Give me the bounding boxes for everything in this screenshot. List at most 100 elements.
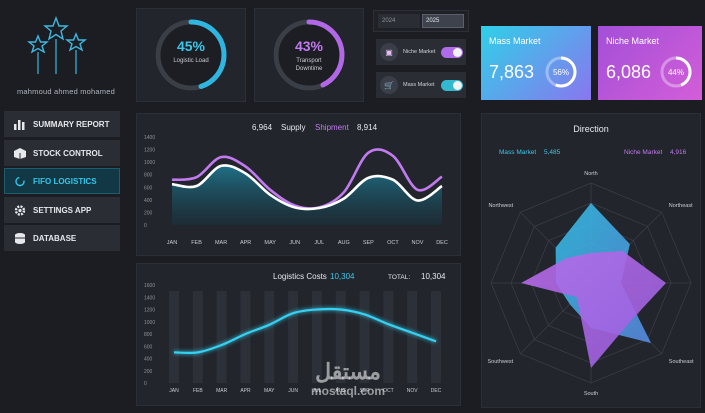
- x-tick-label: APR: [240, 388, 251, 394]
- x-tick-label: SEP: [363, 240, 374, 246]
- y-tick-label: 600: [144, 344, 153, 350]
- x-tick-label: AUG: [338, 240, 350, 246]
- menu-item-fifo-logistics[interactable]: FIFO LOGISTICS: [4, 168, 120, 194]
- y-tick-label: 800: [144, 332, 153, 338]
- x-tick-label: MAR: [215, 240, 227, 246]
- ring-percent: 44%: [668, 68, 684, 77]
- supply-value: 6,964: [252, 123, 273, 132]
- radar-axis-label: Southwest: [488, 359, 514, 365]
- shipment-value: 8,914: [357, 123, 378, 132]
- costs-title: Logistics Costs: [273, 272, 327, 281]
- y-tick-label: 0: [144, 223, 147, 229]
- mass-market-ring: 56%: [545, 56, 577, 88]
- x-tick-label: FEB: [193, 388, 203, 394]
- supply-area: [172, 165, 442, 225]
- menu-label: SETTINGS APP: [33, 205, 92, 215]
- x-tick-label: APR: [240, 240, 251, 246]
- radar-axis-label: Northeast: [669, 203, 693, 209]
- supply-line: [171, 164, 443, 211]
- gauge-card-transport-downtime: 43% Transport Downtime: [254, 8, 364, 102]
- logistics-costs-chart: Logistics Costs 10,304 TOTAL: 10,304 160…: [144, 272, 446, 394]
- transport-downtime-gauge: [273, 19, 345, 91]
- x-tick-label: AUG: [335, 388, 346, 394]
- bar-column: [407, 291, 418, 383]
- x-tick-label: JUL: [312, 388, 321, 394]
- watermark: مستقل mostaql.com: [288, 360, 408, 408]
- y-tick-label: 1400: [144, 295, 155, 301]
- y-tick-label: 1600: [144, 283, 155, 289]
- menu-item-settings-app[interactable]: SETTINGS APP: [4, 197, 120, 223]
- x-tick-label: DEC: [431, 388, 442, 394]
- brand-name: mahmoud ahmed mohamed: [16, 87, 115, 96]
- radar-axis-label: Southeast: [669, 359, 694, 365]
- menu-item-database[interactable]: DATABASE: [4, 225, 120, 251]
- x-tick-label: MAY: [264, 388, 275, 394]
- direction-card: Direction Mass Market 5,485 Niche Market…: [481, 113, 701, 408]
- niche-legend-value: 4,916: [670, 149, 687, 156]
- x-tick-label: MAY: [264, 240, 276, 246]
- y-tick-label: 1200: [144, 308, 155, 314]
- y-tick-label: 600: [144, 185, 153, 191]
- bar-column: [216, 291, 227, 383]
- card-title: Mass Market: [489, 36, 541, 46]
- x-tick-label: OCT: [387, 240, 399, 246]
- menu-label: STOCK CONTROL: [33, 148, 103, 158]
- box-icon: [14, 147, 26, 159]
- radar-axis-label: South: [584, 391, 598, 397]
- ring-percent: 56%: [553, 68, 569, 77]
- year-2024-button[interactable]: 2024: [378, 14, 420, 28]
- menu-item-stock-control[interactable]: STOCK CONTROL: [4, 140, 120, 166]
- costs-value: 10,304: [330, 272, 355, 281]
- card-value: 6,086: [606, 62, 652, 82]
- bar-column: [383, 291, 394, 383]
- shipment-label: Shipment: [315, 123, 350, 132]
- x-tick-label: FEB: [191, 240, 202, 246]
- y-tick-label: 1000: [144, 320, 155, 326]
- x-tick-label: NOV: [411, 240, 423, 246]
- gauge-card-logistic-load: 45% Logistic Load: [136, 8, 246, 102]
- toggle-mass-market[interactable]: 🛒 Mass Market: [376, 72, 466, 98]
- niche-market-ring: 44%: [660, 56, 692, 88]
- x-tick-label: JUN: [288, 388, 298, 394]
- mass-legend-value: 5,485: [544, 149, 561, 156]
- gauge-percent: 45%: [176, 38, 206, 54]
- bar-column: [335, 291, 346, 383]
- card-title: Niche Market: [606, 36, 660, 46]
- mass-market-card: Mass Market 7,863 56%: [481, 26, 591, 100]
- bar-column: [311, 291, 322, 383]
- mass-market-switch[interactable]: [441, 79, 463, 91]
- x-tick-label: MAR: [216, 388, 228, 394]
- niche-market-radar-area: [521, 251, 666, 368]
- toggle-niche-market[interactable]: ▣ Niche Market: [376, 39, 466, 65]
- x-tick-label: JUL: [314, 240, 324, 246]
- stars-logo-icon: [27, 16, 87, 74]
- menu-label: DATABASE: [33, 233, 77, 243]
- logistics-costs-card: Logistics Costs 10,304 TOTAL: 10,304 160…: [136, 263, 461, 406]
- menu-item-summary-report[interactable]: SUMMARY REPORT: [4, 111, 120, 137]
- gear-icon: [14, 204, 26, 216]
- y-tick-label: 400: [144, 198, 153, 204]
- x-tick-label: JAN: [169, 388, 179, 394]
- y-tick-label: 0: [144, 381, 147, 387]
- gauge-percent: 43%: [294, 38, 324, 54]
- x-tick-label: JUN: [289, 240, 300, 246]
- y-tick-label: 400: [144, 357, 153, 363]
- x-tick-label: JAN: [167, 240, 177, 246]
- supply-shipment-card: 6,964 Supply Shipment 8,914 1400 1200 1000…: [136, 113, 461, 256]
- bar-column: [192, 291, 203, 383]
- x-tick-label: NOV: [407, 388, 419, 394]
- gauge-label-line2: Downtime: [295, 66, 323, 72]
- direction-radar-chart: Direction Mass Market 5,485 Niche Market…: [481, 124, 694, 397]
- x-tick-label: OCT: [383, 388, 394, 394]
- y-tick-label: 1200: [144, 148, 155, 154]
- year-2025-button[interactable]: 2025: [422, 14, 464, 28]
- store-icon: ▣: [380, 43, 398, 61]
- total-label: TOTAL:: [388, 274, 410, 281]
- niche-market-switch[interactable]: [441, 46, 463, 58]
- y-tick-label: 200: [144, 369, 153, 375]
- menu-label: FIFO LOGISTICS: [33, 176, 97, 186]
- y-tick-label: 1000: [144, 160, 155, 166]
- toggle-label: Mass Market: [403, 82, 435, 88]
- radar-axis-label: Northwest: [488, 203, 513, 209]
- bar-column: [359, 291, 370, 383]
